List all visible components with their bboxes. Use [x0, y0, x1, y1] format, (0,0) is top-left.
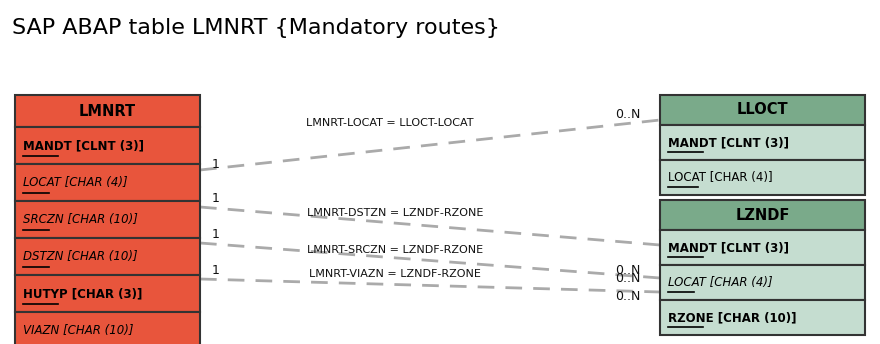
- Text: LOCAT [CHAR (4)]: LOCAT [CHAR (4)]: [668, 276, 773, 289]
- Text: RZONE [CHAR (10)]: RZONE [CHAR (10)]: [668, 311, 796, 324]
- Text: 0..N: 0..N: [615, 264, 641, 277]
- Text: VIAZN [CHAR (10)]: VIAZN [CHAR (10)]: [23, 324, 134, 337]
- Text: LMNRT-LOCAT = LLOCT-LOCAT: LMNRT-LOCAT = LLOCT-LOCAT: [306, 118, 473, 128]
- Text: LOCAT [CHAR (4)]: LOCAT [CHAR (4)]: [668, 171, 773, 184]
- Bar: [15, 275, 200, 312]
- Bar: [660, 125, 865, 160]
- Bar: [15, 201, 200, 238]
- Text: LZNDF: LZNDF: [736, 207, 789, 223]
- Text: LMNRT-SRCZN = LZNDF-RZONE: LMNRT-SRCZN = LZNDF-RZONE: [307, 245, 483, 255]
- Bar: [15, 164, 200, 201]
- Text: SAP ABAP table LMNRT {Mandatory routes}: SAP ABAP table LMNRT {Mandatory routes}: [12, 18, 500, 38]
- Text: LLOCT: LLOCT: [737, 103, 788, 118]
- Bar: [15, 238, 200, 275]
- Bar: [15, 95, 200, 127]
- Text: HUTYP [CHAR (3)]: HUTYP [CHAR (3)]: [23, 287, 143, 300]
- Bar: [15, 312, 200, 344]
- Bar: [660, 95, 865, 125]
- Text: MANDT [CLNT (3)]: MANDT [CLNT (3)]: [668, 136, 789, 149]
- Text: 1: 1: [212, 228, 220, 241]
- Text: 1: 1: [212, 265, 220, 278]
- Text: 1: 1: [212, 158, 220, 171]
- Text: 0..N: 0..N: [615, 107, 641, 120]
- Text: 0..N: 0..N: [615, 290, 641, 302]
- Bar: [660, 200, 865, 230]
- Bar: [660, 265, 865, 300]
- Text: LMNRT: LMNRT: [79, 104, 136, 118]
- Text: 0..N: 0..N: [615, 271, 641, 284]
- Text: LMNRT-DSTZN = LZNDF-RZONE: LMNRT-DSTZN = LZNDF-RZONE: [307, 208, 483, 218]
- Text: 1: 1: [212, 193, 220, 205]
- Text: LMNRT-VIAZN = LZNDF-RZONE: LMNRT-VIAZN = LZNDF-RZONE: [309, 269, 481, 279]
- Bar: [660, 230, 865, 265]
- Text: DSTZN [CHAR (10)]: DSTZN [CHAR (10)]: [23, 250, 137, 263]
- Text: SRCZN [CHAR (10)]: SRCZN [CHAR (10)]: [23, 213, 138, 226]
- Text: MANDT [CLNT (3)]: MANDT [CLNT (3)]: [23, 139, 144, 152]
- Bar: [660, 300, 865, 335]
- Bar: [660, 160, 865, 195]
- Text: LOCAT [CHAR (4)]: LOCAT [CHAR (4)]: [23, 176, 128, 189]
- Bar: [15, 127, 200, 164]
- Text: MANDT [CLNT (3)]: MANDT [CLNT (3)]: [668, 241, 789, 254]
